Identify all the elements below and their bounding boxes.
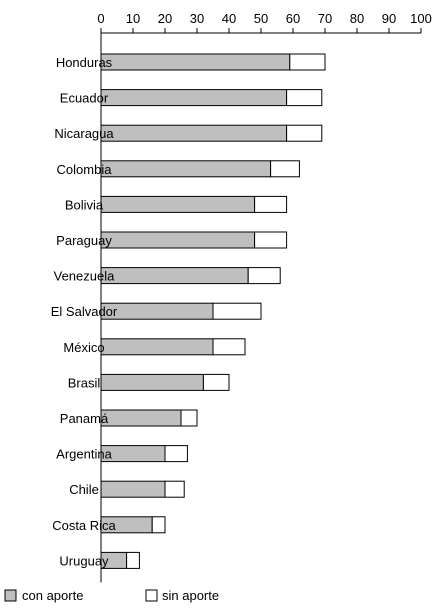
- bar-sin-aporte: [254, 195, 288, 213]
- bar-sin-aporte: [202, 373, 230, 391]
- category-label: Ecuador: [60, 91, 109, 106]
- category-label: México: [63, 340, 104, 355]
- bar-sin-aporte: [164, 445, 188, 463]
- bar-con-aporte: [100, 480, 166, 498]
- category-label: Costa Rica: [52, 518, 116, 533]
- bar-sin-aporte: [254, 231, 288, 249]
- x-tick-label: 90: [382, 11, 396, 26]
- legend-label-sin-aporte: sin aporte: [162, 588, 219, 603]
- bar-sin-aporte: [126, 551, 140, 569]
- category-labels: Honduras Ecuador Nicaragua Colombia Bolivia P…: [51, 55, 118, 568]
- bar-con-aporte: [100, 338, 214, 356]
- bar-con-aporte: [100, 409, 182, 427]
- category-label: Nicaragua: [54, 126, 114, 141]
- x-tick-label: 50: [254, 11, 268, 26]
- bar-sin-aporte: [212, 338, 246, 356]
- bar-con-aporte: [100, 302, 214, 320]
- x-tick-label: 30: [190, 11, 204, 26]
- bar-sin-aporte: [151, 516, 166, 534]
- category-label: Argentina: [56, 447, 112, 462]
- x-tick-label: 40: [222, 11, 236, 26]
- category-label: Brasil: [68, 375, 101, 390]
- bar-sin-aporte: [212, 302, 262, 320]
- bars: [100, 53, 326, 569]
- bar-con-aporte: [100, 231, 256, 249]
- bar-sin-aporte: [164, 480, 185, 498]
- bar-sin-aporte: [286, 124, 323, 142]
- x-tick-label: 80: [350, 11, 364, 26]
- category-label: Bolivia: [65, 197, 104, 212]
- category-label: Uruguay: [59, 553, 109, 568]
- bar-sin-aporte: [270, 160, 300, 178]
- x-axis: 0 10 20 30 40 50 60 70 80 90 100: [97, 11, 432, 583]
- category-label: El Salvador: [51, 304, 118, 319]
- bar-sin-aporte: [286, 89, 323, 107]
- x-tick-label: 0: [97, 11, 104, 26]
- bar-con-aporte: [100, 267, 249, 285]
- bar-sin-aporte: [247, 267, 281, 285]
- bar-sin-aporte: [289, 53, 326, 71]
- legend-swatch-sin-aporte: [145, 589, 158, 602]
- bar-sin-aporte: [180, 409, 198, 427]
- bar-con-aporte: [100, 195, 256, 213]
- category-label: Colombia: [57, 162, 113, 177]
- x-tick-label: 60: [286, 11, 300, 26]
- legend-swatch-con-aporte: [4, 589, 17, 602]
- category-label: Paraguay: [56, 233, 112, 248]
- category-label: Chile: [69, 482, 99, 497]
- category-label: Panamá: [60, 411, 109, 426]
- category-label: Venezuela: [54, 269, 115, 284]
- x-tick-label: 100: [410, 11, 432, 26]
- bar-con-aporte: [100, 160, 272, 178]
- x-tick-label: 10: [126, 11, 140, 26]
- legend-label-con-aporte: con aporte: [22, 588, 83, 603]
- bar-con-aporte: [100, 124, 288, 142]
- bar-con-aporte: [100, 373, 204, 391]
- legend: con aporte sin aporte: [4, 588, 219, 603]
- x-tick-label: 20: [158, 11, 172, 26]
- category-label: Honduras: [56, 55, 113, 70]
- x-tick-label: 70: [318, 11, 332, 26]
- bar-con-aporte: [100, 53, 291, 71]
- bar-con-aporte: [100, 89, 288, 107]
